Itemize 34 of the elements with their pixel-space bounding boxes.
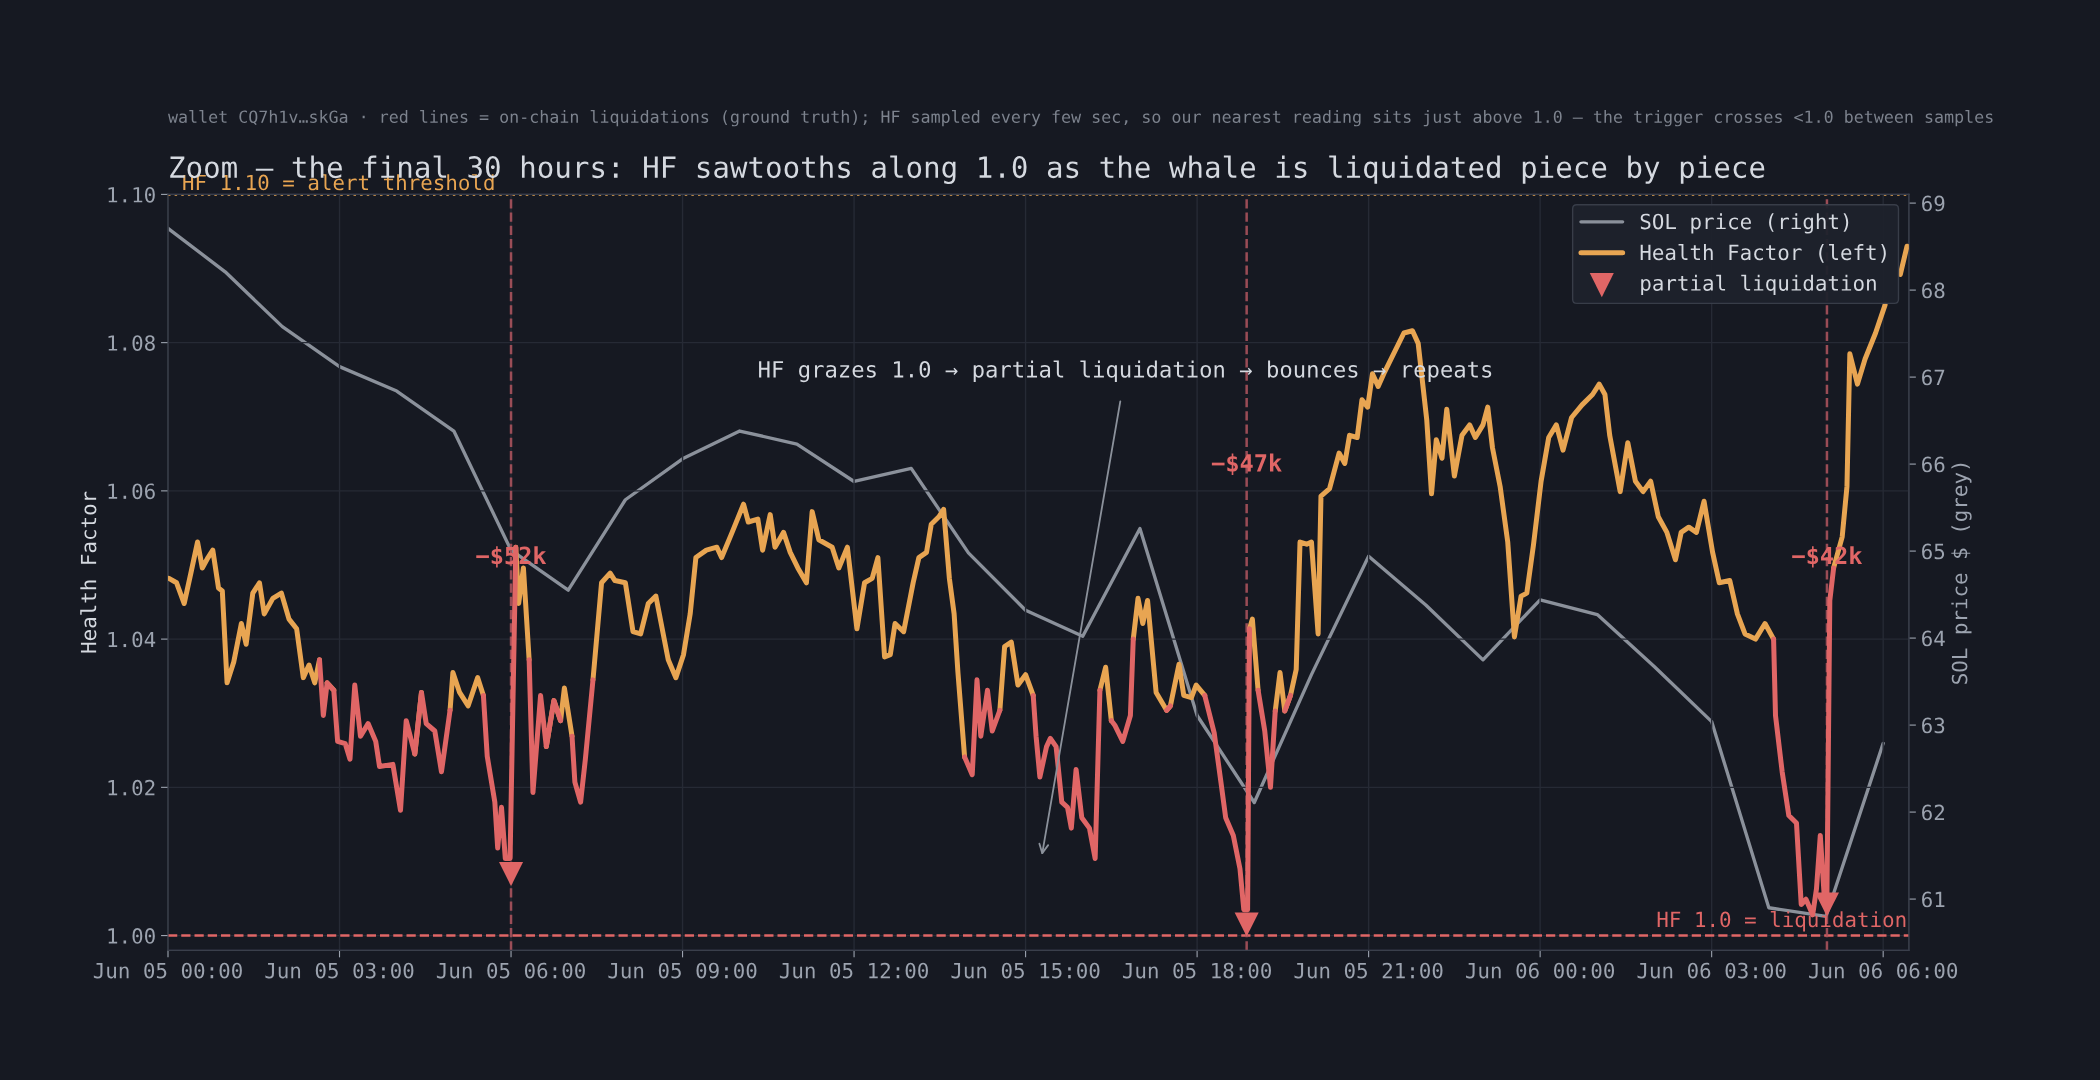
legend-label: Health Factor (left)	[1640, 243, 1886, 263]
y-axis-title: Health Factor	[80, 491, 97, 653]
y-tick-label: 1.02	[108, 779, 155, 796]
y2-tick-label: 67	[1922, 369, 1945, 386]
x-tick-label: Jun 05 00:00	[93, 962, 242, 979]
ref-line-label: HF 1.0 = liquidation	[1657, 911, 1906, 932]
y2-axis-title: SOL price $ (grey)	[1951, 463, 1972, 684]
legend-label: SOL price (right)	[1640, 213, 1849, 234]
y2-tick-label: 63	[1922, 717, 1945, 734]
y-tick-label: 1.08	[108, 335, 155, 351]
x-tick-label: Jun 05 15:00	[951, 962, 1100, 979]
x-tick-label: Jun 06 00:00	[1465, 962, 1615, 979]
y-tick-label: 1.10	[108, 186, 155, 203]
y-tick-label: 1.04	[108, 631, 156, 648]
x-tick-label: Jun 05 12:00	[779, 962, 928, 979]
x-tick-label: Jun 05 03:00	[265, 962, 414, 979]
y-tick-label: 1.06	[108, 483, 155, 500]
x-tick-label: Jun 05 09:00	[608, 962, 757, 979]
x-tick-label: Jun 06 03:00	[1637, 962, 1786, 979]
annotation: −$47k	[1211, 453, 1282, 475]
x-tick-label: Jun 05 18:00	[1122, 962, 1272, 979]
y2-tick-label: 66	[1922, 456, 1945, 473]
legend-label: partial liquidation	[1641, 274, 1876, 295]
y2-tick-label: 62	[1922, 804, 1945, 821]
y2-tick-label: 69	[1922, 195, 1945, 212]
y-tick-label: 1.00	[108, 928, 155, 944]
x-tick-label: Jun 06 06:00	[1809, 962, 1958, 979]
y2-tick-label: 61	[1922, 891, 1945, 908]
x-tick-label: Jun 05 21:00	[1294, 962, 1443, 979]
y2-tick-label: 65	[1922, 543, 1945, 560]
x-tick-label: Jun 05 06:00	[436, 962, 585, 979]
y2-tick-label: 64	[1922, 630, 1945, 647]
y2-tick-label: 68	[1922, 282, 1945, 299]
chart-subtitle: wallet CQ7h1v…skGa · red lines = on-chain liquidations (ground truth); HF sampled every few sec, so our nearest reading sits just above 1.0 — the trigger crosses <1.0 between samples	[168, 110, 1993, 127]
